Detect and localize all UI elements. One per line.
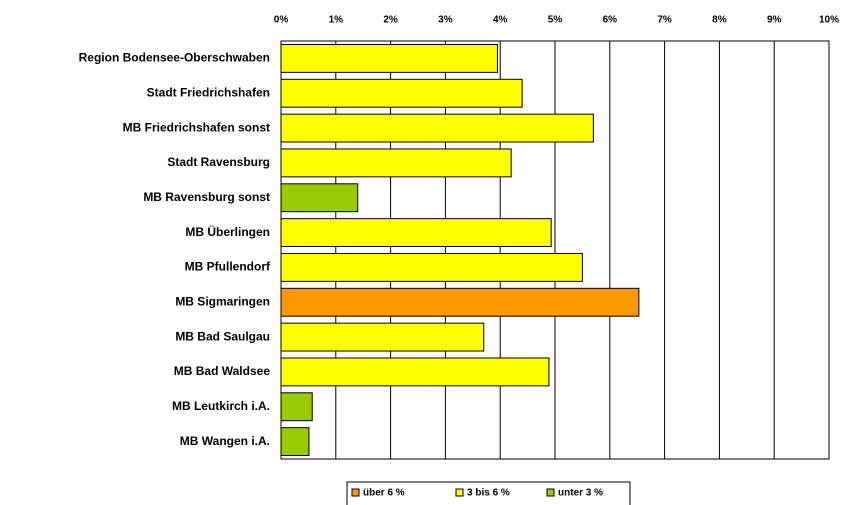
x-tick-label: 9%	[767, 15, 782, 26]
bar	[280, 322, 485, 352]
x-tick-label: 7%	[657, 15, 672, 26]
bar	[280, 252, 583, 282]
legend-label: unter 3 %	[558, 488, 603, 499]
x-tick-label: 5%	[548, 15, 563, 26]
y-tick-label: MB Friedrichshafen sonst	[123, 120, 270, 134]
bar	[280, 392, 313, 422]
x-tick-label: 2%	[383, 15, 398, 26]
y-tick-label: Stadt Friedrichshafen	[147, 85, 270, 99]
legend-swatch	[546, 488, 555, 497]
y-tick-label: MB Leutkirch i.A.	[172, 399, 270, 413]
legend-label: 3 bis 6 %	[467, 488, 510, 499]
bar	[280, 287, 640, 317]
y-tick-label: MB Pfullendorf	[185, 260, 271, 274]
x-tick-label: 10%	[819, 15, 839, 26]
bar	[280, 357, 550, 387]
y-tick-label: MB Ravensburg sonst	[143, 190, 270, 204]
y-tick-label: MB Wangen i.A.	[180, 434, 270, 448]
legend-swatch	[455, 488, 464, 497]
x-tick-label: 3%	[438, 15, 453, 26]
bar	[280, 183, 359, 213]
legend-swatch	[351, 488, 360, 497]
y-tick-label: Stadt Ravensburg	[167, 155, 270, 169]
y-tick-label: MB Überlingen	[185, 224, 270, 239]
legend-box	[346, 481, 631, 505]
y-tick-label: Region Bodensee-Oberschwaben	[79, 51, 270, 65]
bar	[280, 218, 552, 248]
bar	[280, 78, 523, 108]
bar	[280, 427, 310, 457]
bar	[280, 148, 512, 178]
bar	[280, 113, 594, 143]
plot-frame	[280, 40, 830, 460]
x-tick-label: 4%	[493, 15, 508, 26]
y-tick-label: MB Bad Waldsee	[174, 364, 271, 378]
y-tick-label: MB Sigmaringen	[175, 294, 270, 308]
x-tick-label: 1%	[329, 15, 344, 26]
x-tick-label: 8%	[712, 15, 727, 26]
x-tick-label: 0%	[274, 15, 289, 26]
x-tick-label: 6%	[603, 15, 618, 26]
bar	[280, 43, 498, 73]
legend-label: über 6 %	[363, 488, 405, 499]
y-tick-label: MB Bad Saulgau	[175, 329, 270, 343]
